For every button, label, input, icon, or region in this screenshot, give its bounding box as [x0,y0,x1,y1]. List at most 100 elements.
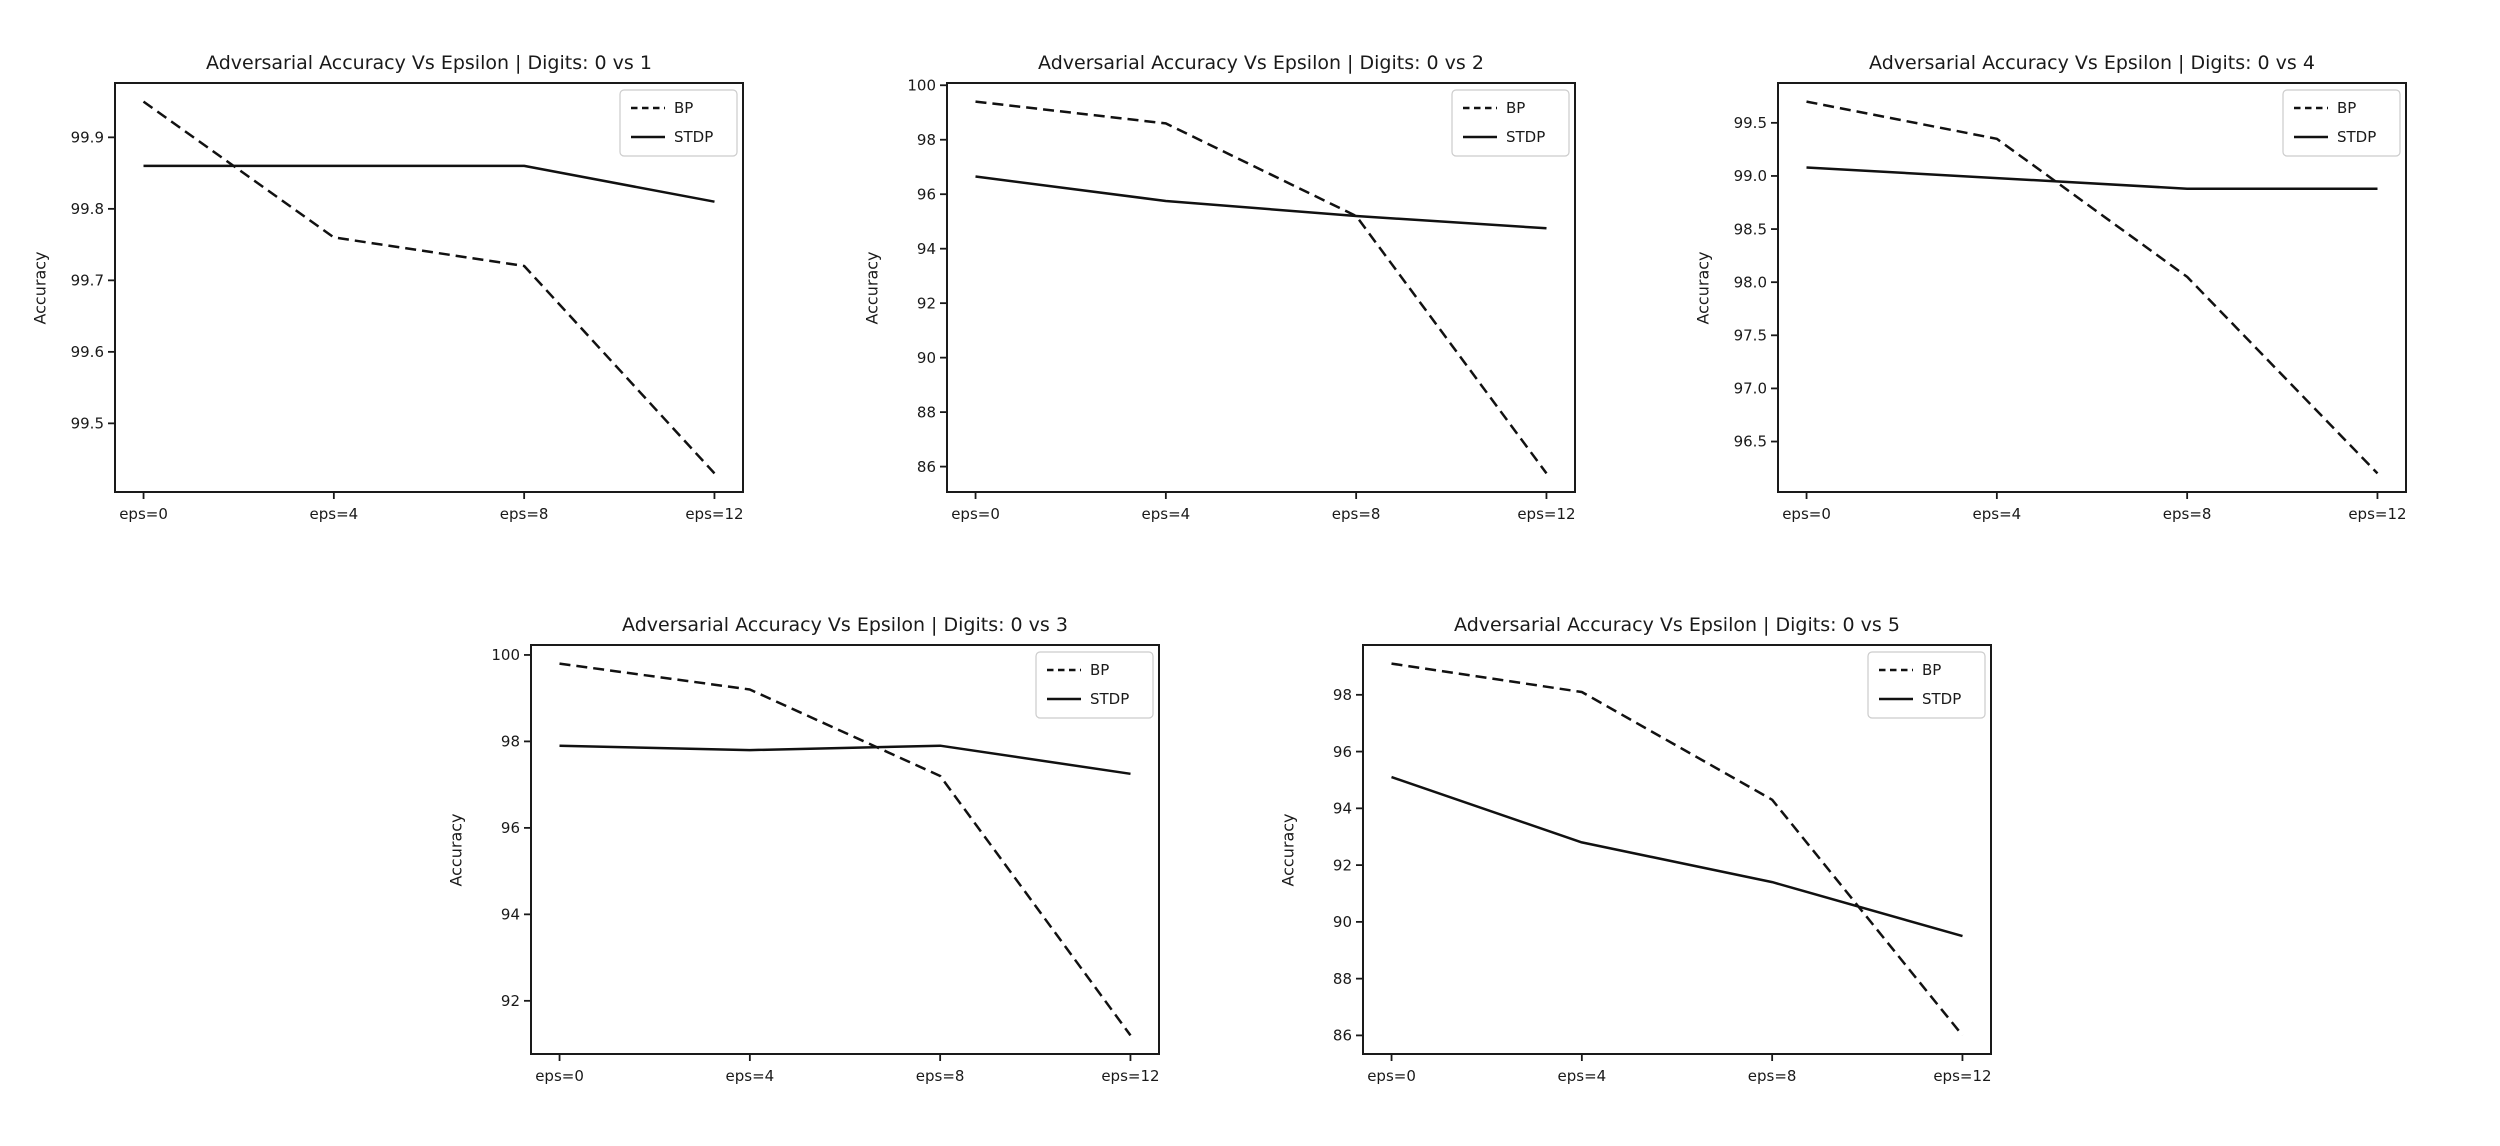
series-line-bp [142,100,716,475]
legend-label-bp: BP [1922,661,1941,679]
y-tick-label: 100 [491,646,520,664]
y-tick-label: 98 [1333,686,1352,704]
y-tick-label: 90 [1333,913,1352,931]
x-tick-label: eps=12 [685,505,743,523]
legend-box [1867,651,1986,719]
legend: BP STDP [1035,651,1154,719]
y-tick-label: 96 [1333,743,1352,761]
series-line-stdp [559,744,1131,776]
series-line-stdp [143,164,715,203]
legend-label-stdp: STDP [674,128,713,146]
y-tick-label: 99.8 [71,200,104,218]
series-line-bp [975,100,1548,475]
axes-box [114,82,744,493]
x-tick-label: eps=8 [916,1067,965,1085]
y-tick-label: 98 [917,131,936,149]
x-tick-label: eps=4 [310,505,359,523]
legend-label-bp: BP [2337,99,2356,117]
y-tick-label: 100 [907,76,936,94]
x-tick-label: eps=8 [1332,505,1381,523]
x-tick-label: eps=12 [1933,1067,1991,1085]
x-tick-label: eps=0 [1782,505,1831,523]
legend: BP STDP [1867,651,1986,719]
legend-label-bp: BP [1090,661,1109,679]
series-line-stdp [1391,775,1963,938]
y-tick-label: 99.9 [71,129,104,147]
legend-label-stdp: STDP [1922,690,1961,708]
series-line-bp [559,662,1132,1037]
series-line-stdp [1806,166,2378,190]
y-tick-label: 98.5 [1734,220,1767,238]
x-tick-label: eps=12 [1101,1067,1159,1085]
y-tick-label: 86 [917,458,936,476]
chart-title: Adversarial Accuracy Vs Epsilon | Digits… [206,52,652,74]
y-tick-label: 99.5 [71,415,104,433]
series-line-stdp [975,175,1547,230]
x-tick-label: eps=8 [2163,505,2212,523]
y-tick-label: 94 [1333,800,1352,818]
y-tick-label: 99.5 [1734,114,1767,132]
y-tick-label: 94 [917,240,936,258]
y-tick-label: 97.5 [1734,327,1767,345]
x-tick-label: eps=0 [119,505,168,523]
legend: BP STDP [1451,89,1570,157]
chart-digits-0-vs-5: Adversarial Accuracy Vs Epsilon | Digits… [1279,614,1992,1085]
chart-title: Adversarial Accuracy Vs Epsilon | Digits… [1038,52,1484,74]
plot-area: 96.5 97.0 97.5 98.0 98.5 99.0 99.5 eps=0 eps=4 ep… [1734,82,2407,523]
legend-label-bp: BP [1506,99,1525,117]
y-tick-label: 99.6 [71,343,104,361]
y-tick-label: 86 [1333,1027,1352,1045]
plot-area: 86 88 90 92 94 96 98 eps=0 eps=4 eps=8 eps=12 BP STD… [1333,644,1992,1085]
x-tick-label: eps=0 [1367,1067,1416,1085]
y-tick-label: 99.0 [1734,167,1767,185]
legend-box [619,89,738,157]
axes-box [946,82,1576,493]
y-tick-label: 96.5 [1734,433,1767,451]
chart-digits-0-vs-1: Adversarial Accuracy Vs Epsilon | Digits… [31,52,744,523]
x-tick-label: eps=12 [2348,505,2406,523]
y-tick-label: 92 [917,294,936,312]
y-tick-label: 92 [1333,856,1352,874]
legend-label-stdp: STDP [1090,690,1129,708]
y-tick-label: 88 [917,403,936,421]
legend-box [2282,89,2401,157]
legend-label-stdp: STDP [1506,128,1545,146]
y-tick-label: 90 [917,349,936,367]
plot-area: 99.5 99.6 99.7 99.8 99.9 eps=0 eps=4 eps=8 eps=1… [71,82,744,523]
legend-label-bp: BP [674,99,693,117]
y-tick-label: 98 [501,733,520,751]
y-tick-label: 96 [501,819,520,837]
chart-digits-0-vs-4: Adversarial Accuracy Vs Epsilon | Digits… [1694,52,2407,523]
legend-box [1451,89,1570,157]
y-tick-label: 97.0 [1734,380,1767,398]
y-tick-label: 99.7 [71,272,104,290]
x-tick-label: eps=0 [951,505,1000,523]
chart-title: Adversarial Accuracy Vs Epsilon | Digits… [1869,52,2315,74]
legend: BP STDP [2282,89,2401,157]
axes-box [1362,644,1992,1055]
x-tick-label: eps=4 [1142,505,1191,523]
axes-box [1777,82,2407,493]
x-tick-label: eps=12 [1517,505,1575,523]
chart-digits-0-vs-3: Adversarial Accuracy Vs Epsilon | Digits… [447,614,1160,1085]
series-line-bp [1391,662,1964,1037]
legend-box [1035,651,1154,719]
y-tick-label: 92 [501,992,520,1010]
plot-area: 86 88 90 92 94 96 98 100 eps=0 eps=4 eps=8 eps=12 BP… [907,76,1576,523]
y-tick-label: 94 [501,906,520,924]
axes-box [530,644,1160,1055]
x-tick-label: eps=8 [500,505,549,523]
y-tick-label: 88 [1333,970,1352,988]
plot-area: 92 94 96 98 100 eps=0 eps=4 eps=8 eps=12 BP STDP [491,644,1160,1085]
x-tick-label: eps=8 [1748,1067,1797,1085]
legend-label-stdp: STDP [2337,128,2376,146]
chart-title: Adversarial Accuracy Vs Epsilon | Digits… [1454,614,1900,636]
chart-title: Adversarial Accuracy Vs Epsilon | Digits… [622,614,1068,636]
series-line-bp [1806,100,2379,475]
legend: BP STDP [619,89,738,157]
x-tick-label: eps=0 [535,1067,584,1085]
x-tick-label: eps=4 [726,1067,775,1085]
x-tick-label: eps=4 [1558,1067,1607,1085]
y-tick-label: 96 [917,185,936,203]
